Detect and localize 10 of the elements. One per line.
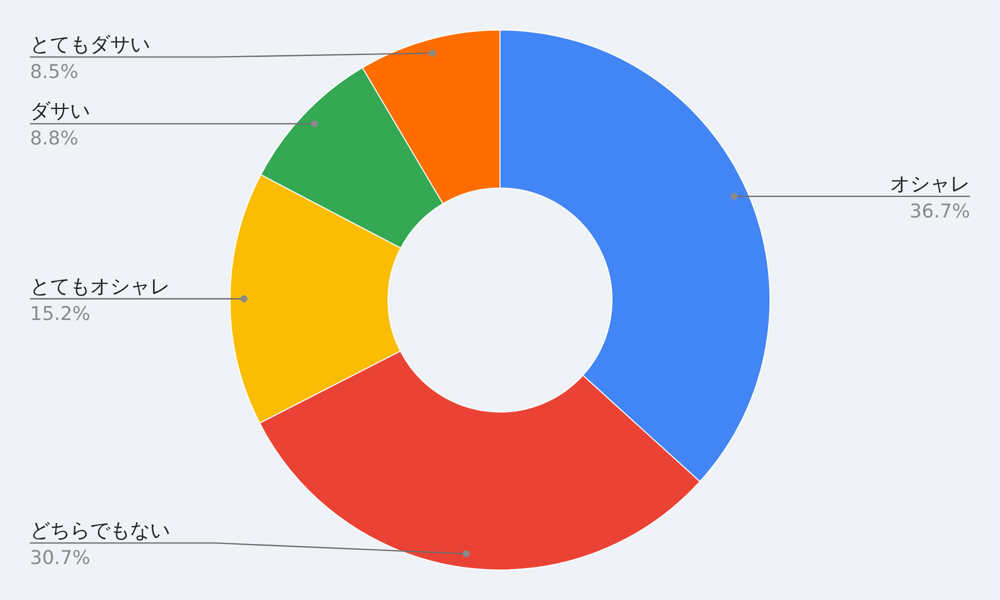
data-label: 30.7% bbox=[30, 547, 90, 569]
data-label: 8.8% bbox=[30, 128, 78, 150]
slice-label: ダサい bbox=[30, 98, 90, 123]
data-label: 36.7% bbox=[910, 200, 970, 222]
slice-label: どちらでもない bbox=[30, 518, 170, 542]
slice-label: とてもオシャレ bbox=[30, 274, 170, 298]
data-label: 8.5% bbox=[30, 61, 78, 83]
slice-label: とてもダサい bbox=[30, 32, 150, 56]
slice-label: オシャレ bbox=[890, 171, 970, 196]
data-label: 15.2% bbox=[30, 302, 90, 325]
